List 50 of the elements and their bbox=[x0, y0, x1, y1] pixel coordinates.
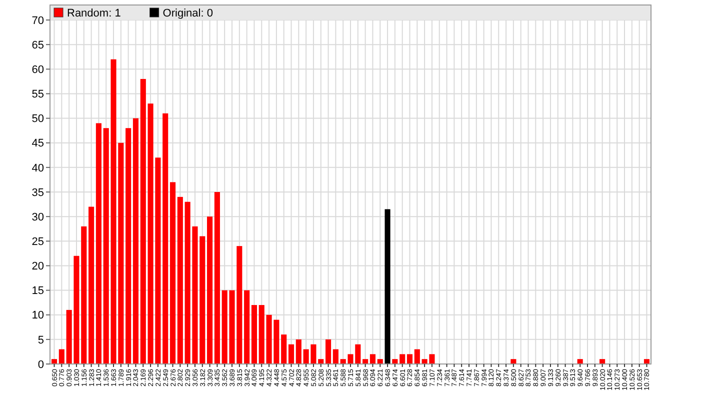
y-tick-label: 20 bbox=[32, 260, 44, 273]
y-tick-label: 55 bbox=[32, 88, 44, 101]
bar bbox=[258, 305, 264, 364]
bar bbox=[214, 192, 220, 364]
bar bbox=[207, 216, 213, 364]
bar bbox=[288, 344, 294, 364]
y-tick-label: 25 bbox=[32, 236, 44, 248]
bar bbox=[326, 339, 332, 364]
bar bbox=[170, 182, 176, 364]
y-tick-label: 50 bbox=[32, 113, 44, 126]
bar bbox=[244, 290, 250, 364]
bar bbox=[140, 78, 146, 364]
bar bbox=[377, 359, 383, 364]
bar bbox=[162, 113, 168, 364]
y-tick-label: 15 bbox=[32, 285, 44, 298]
y-tick-label: 5 bbox=[38, 334, 44, 346]
y-tick-label: 45 bbox=[32, 138, 44, 150]
bar bbox=[362, 359, 368, 364]
y-tick-label: 0 bbox=[38, 358, 44, 371]
bar bbox=[177, 196, 183, 364]
bar bbox=[406, 354, 413, 364]
bar bbox=[88, 206, 94, 364]
bar bbox=[414, 349, 420, 364]
legend-label: Random: 1 bbox=[67, 8, 121, 20]
bar bbox=[510, 359, 516, 364]
y-tick-label: 60 bbox=[32, 64, 44, 76]
y-tick-label: 10 bbox=[32, 310, 44, 322]
legend-label: Original: 0 bbox=[162, 8, 213, 20]
y-tick-label: 65 bbox=[32, 39, 44, 52]
y-tick-label: 35 bbox=[32, 186, 44, 199]
bar bbox=[132, 118, 139, 364]
bar bbox=[392, 359, 398, 364]
bar bbox=[58, 349, 64, 364]
y-tick-label: 70 bbox=[32, 14, 44, 27]
bar bbox=[370, 354, 376, 364]
bar bbox=[318, 359, 324, 364]
bar bbox=[126, 128, 132, 364]
y-tick-label: 40 bbox=[32, 162, 44, 174]
bar bbox=[296, 339, 302, 364]
bar bbox=[600, 359, 606, 364]
bar bbox=[384, 209, 390, 364]
y-tick-label: 30 bbox=[32, 211, 44, 224]
bar bbox=[96, 123, 102, 364]
bar bbox=[251, 305, 257, 364]
bar bbox=[51, 359, 58, 364]
bar bbox=[332, 349, 338, 364]
bar bbox=[281, 334, 287, 364]
bar bbox=[577, 359, 583, 364]
bar bbox=[644, 359, 650, 364]
bar bbox=[400, 354, 406, 364]
